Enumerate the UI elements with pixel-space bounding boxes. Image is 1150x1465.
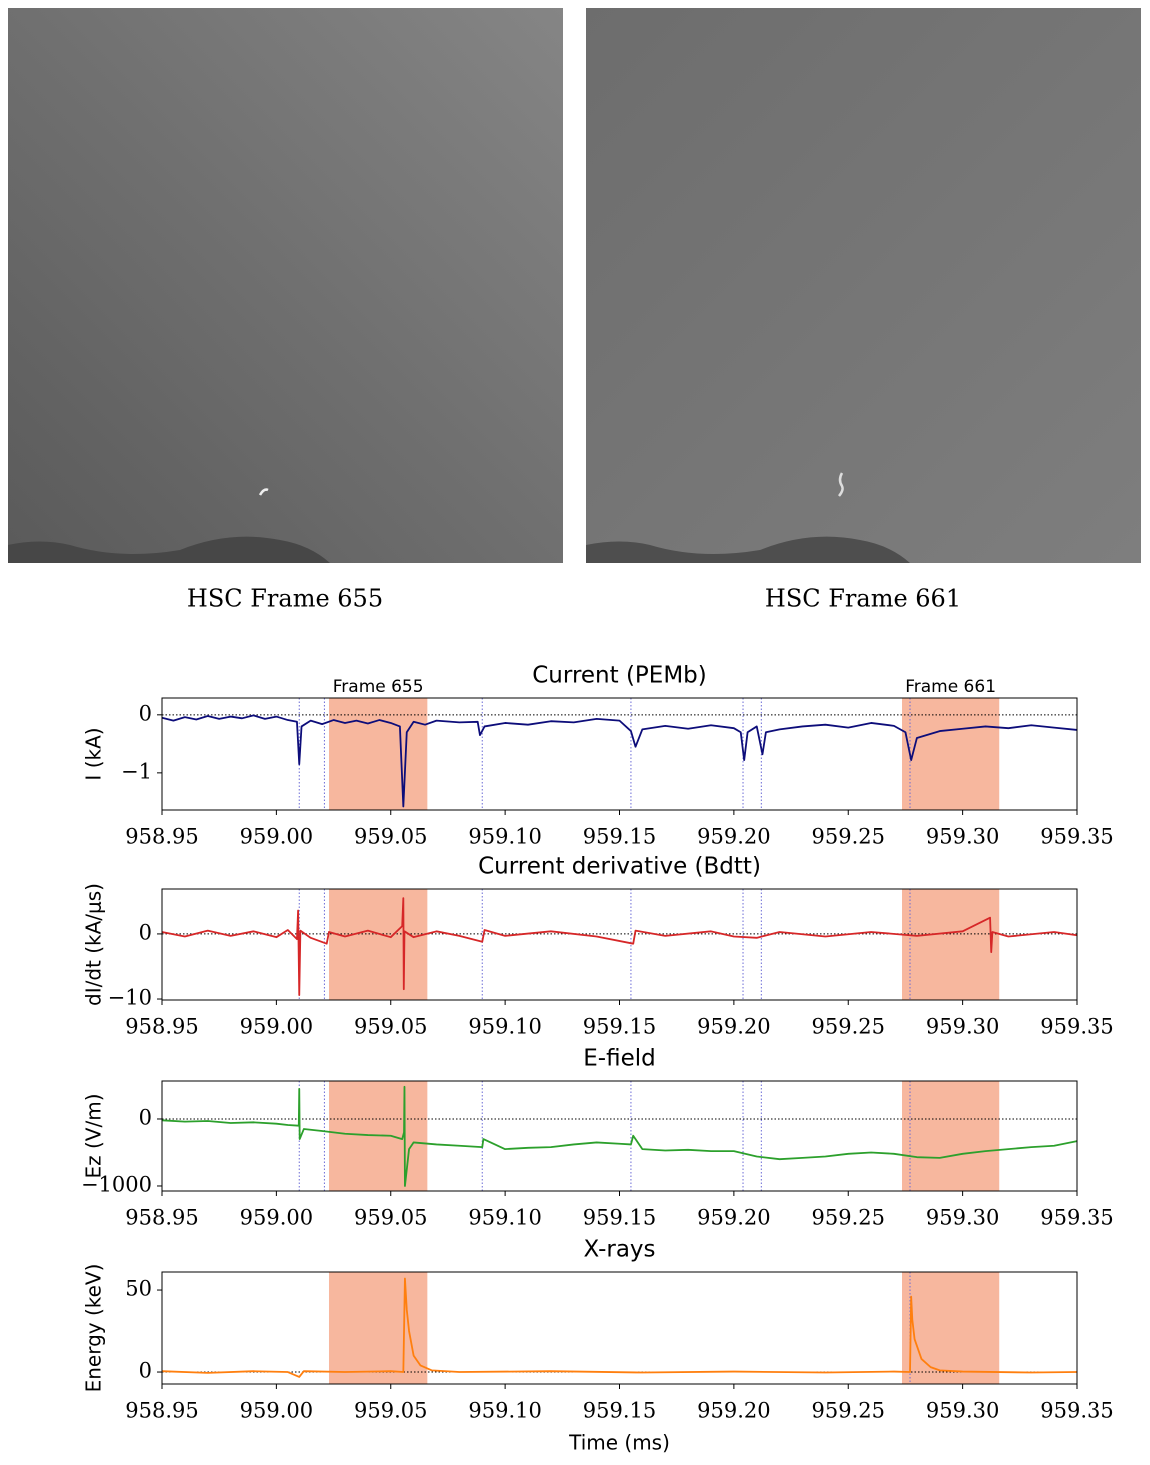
x-tick-label: 958.95 [125,1015,198,1039]
x-tick-label: 958.95 [125,1206,198,1230]
photo-661 [586,8,1141,563]
y-tick-label: 0 [139,920,152,944]
x-tick-label: 959.10 [468,1206,541,1230]
span-label: Frame 655 [333,677,424,697]
y-axis-label: dI/dt (kA/μs) [82,883,106,1006]
x-axis-label: Time (ms) [568,1431,670,1455]
x-tick-label: 959.30 [926,825,999,849]
y-tick-label: 0 [139,1105,152,1129]
x-tick-label: 959.20 [697,1399,770,1423]
signal-line [161,897,1078,997]
y-tick-label: 0 [139,701,152,725]
shaded-span [328,698,428,810]
x-tick-label: 959.20 [697,1206,770,1230]
x-tick-label: 959.35 [1040,1015,1113,1039]
x-tick-label: 959.25 [812,1399,885,1423]
charts: Frame 655 Frame 661 958.95 959.00 959.05 959.… [81,663,1114,1455]
y-axis-label: Energy (keV) [82,1264,106,1393]
x-tick-label: 959.30 [926,1206,999,1230]
x-tick-label: 959.25 [812,1015,885,1039]
y-axis-label: Ez (V/m) [82,1094,106,1179]
x-tick-label: 959.10 [468,825,541,849]
shaded-span [902,698,1000,810]
shaded-span [328,1272,428,1384]
signal-line [161,1277,1078,1378]
x-tick-label: 958.95 [125,825,198,849]
x-tick-label: 959.05 [354,1015,427,1039]
signal-line [161,714,1078,808]
x-tick-label: 959.15 [583,1206,656,1230]
chart-title: E-field [583,1046,655,1072]
x-tick-label: 958.95 [125,1399,198,1423]
span-label: Frame 661 [905,677,996,697]
image-caption: HSC Frame 661 [765,585,961,613]
y-tick-label: −10 [108,986,152,1010]
x-tick-label: 959.00 [240,1399,313,1423]
x-tick-label: 959.00 [240,1206,313,1230]
x-tick-label: 959.10 [468,1015,541,1039]
x-tick-label: 959.15 [583,1399,656,1423]
x-tick-label: 959.30 [926,1399,999,1423]
x-tick-label: 959.05 [354,825,427,849]
shaded-span [902,1272,1000,1384]
x-tick-label: 959.05 [354,1206,427,1230]
x-tick-label: 959.35 [1040,1206,1113,1230]
x-tick-label: 959.15 [583,825,656,849]
shaded-span [902,889,1000,1000]
x-tick-label: 959.20 [697,1015,770,1039]
x-tick-label: 959.25 [812,825,885,849]
shaded-span [328,889,428,1000]
x-tick-label: 959.00 [240,825,313,849]
shaded-span [902,1081,1000,1191]
x-tick-label: 959.05 [354,1399,427,1423]
x-tick-label: 959.35 [1040,1399,1113,1423]
chart-title: X-rays [583,1237,655,1263]
y-tick-label: −1 [121,759,152,783]
image-caption: HSC Frame 655 [187,585,383,613]
x-tick-label: 959.30 [926,1015,999,1039]
x-tick-label: 959.25 [812,1206,885,1230]
chart-title: Current (PEMb) [532,663,707,689]
x-tick-label: 959.10 [468,1399,541,1423]
signal-line [161,1085,1078,1187]
y-axis-label: I (kA) [82,727,106,780]
x-tick-label: 959.35 [1040,825,1113,849]
x-tick-label: 959.20 [697,825,770,849]
y-tick-label: −1000 [81,1172,152,1196]
chart-title: Current derivative (Bdtt) [478,854,761,880]
x-tick-label: 959.00 [240,1015,313,1039]
y-tick-label: 0 [139,1359,152,1383]
y-tick-label: 50 [125,1277,152,1301]
x-tick-label: 959.15 [583,1015,656,1039]
photo-655 [8,8,563,563]
